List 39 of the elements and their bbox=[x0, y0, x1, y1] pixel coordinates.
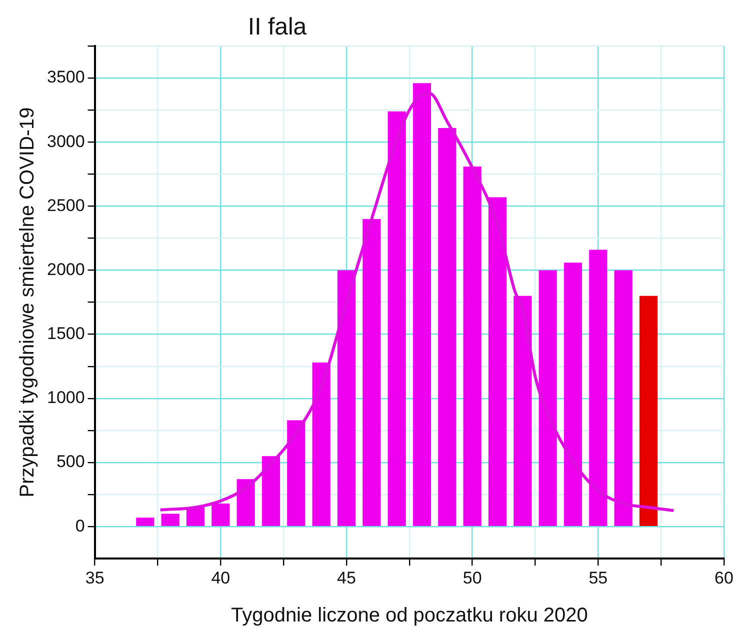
bar bbox=[161, 514, 180, 526]
bar bbox=[564, 262, 582, 526]
bar bbox=[262, 456, 280, 526]
bar bbox=[538, 270, 557, 526]
x-tick-label: 55 bbox=[588, 568, 608, 588]
x-tick-label: 60 bbox=[714, 568, 734, 588]
chart-title: II fala bbox=[248, 14, 308, 41]
bar bbox=[614, 270, 632, 526]
bar bbox=[438, 128, 456, 526]
bar bbox=[463, 166, 482, 526]
bar bbox=[186, 507, 205, 526]
bar bbox=[337, 270, 356, 526]
y-tick-label: 2500 bbox=[46, 196, 85, 215]
x-tick-label: 45 bbox=[337, 568, 356, 588]
bar bbox=[412, 83, 432, 526]
bar bbox=[212, 503, 230, 526]
bar bbox=[488, 197, 507, 526]
y-tick-label: 1000 bbox=[46, 388, 85, 408]
bar bbox=[639, 296, 658, 526]
x-tick-label: 35 bbox=[85, 568, 104, 588]
bar bbox=[362, 219, 381, 526]
line-series bbox=[158, 92, 676, 512]
bar bbox=[589, 250, 608, 526]
bar bbox=[514, 296, 532, 526]
y-axis-title: Przypadki tygodniowe smiertelne COVID-19 bbox=[16, 107, 39, 498]
x-axis-title: Tygodnie liczone od poczatku roku 2020 bbox=[230, 604, 588, 627]
y-tick-label: 1500 bbox=[46, 324, 85, 344]
y-tick-label: 2000 bbox=[46, 260, 85, 279]
y-tick-label: 3000 bbox=[46, 132, 85, 151]
bar bbox=[136, 518, 154, 526]
bar bbox=[287, 420, 306, 526]
bar bbox=[388, 111, 406, 526]
x-tick-label: 50 bbox=[462, 568, 482, 588]
y-tick-label: 3500 bbox=[46, 68, 85, 87]
bar bbox=[312, 362, 330, 526]
x-tick-label: 40 bbox=[211, 568, 230, 588]
bar bbox=[236, 479, 255, 526]
y-tick-label: 0 bbox=[75, 516, 85, 536]
y-tick-label: 500 bbox=[56, 452, 85, 472]
